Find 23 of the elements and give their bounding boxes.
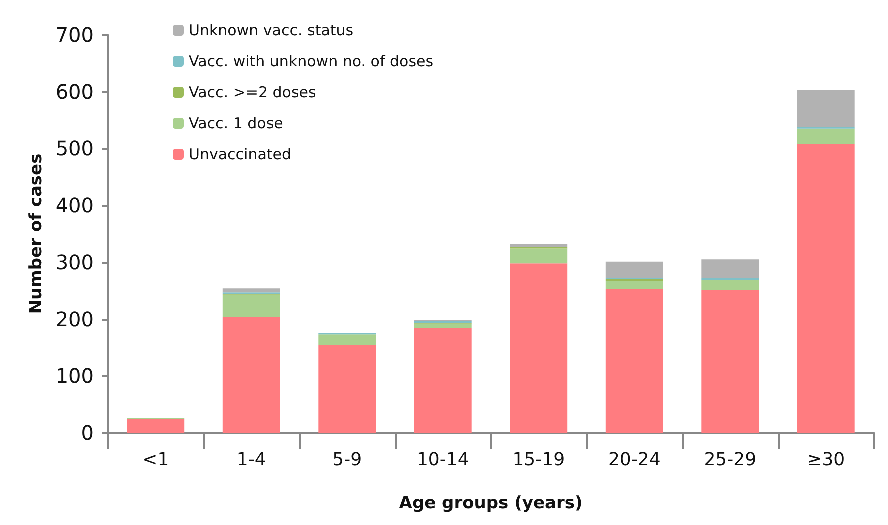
x-tick-label: 20-24 <box>608 450 661 470</box>
x-tick-label: ≥30 <box>807 450 846 470</box>
y-axis-title: Number of cases <box>26 154 46 314</box>
y-tick-label: 100 <box>56 364 94 388</box>
legend-label: Vacc. >=2 doses <box>189 84 317 102</box>
y-tick-label: 0 <box>81 421 94 445</box>
x-axis-title: Age groups (years) <box>399 494 583 514</box>
x-tick-label: 1-4 <box>236 450 266 470</box>
x-tick-label: 15-19 <box>512 450 566 470</box>
x-tick-label: 10-14 <box>416 450 470 470</box>
y-tick-label: 400 <box>56 194 94 218</box>
legend-label: Vacc. with unknown no. of doses <box>189 52 434 70</box>
y-tick-label: 200 <box>56 307 94 332</box>
legend-label: Unknown vacc. status <box>189 22 354 40</box>
y-tick-label: 700 <box>56 23 94 47</box>
x-tick-label: <1 <box>142 450 170 470</box>
y-tick-label: 500 <box>56 136 94 161</box>
legend-label: Vacc. 1 dose <box>189 114 284 132</box>
legend-label: Unvaccinated <box>189 146 292 164</box>
y-tick-label: 300 <box>56 250 94 274</box>
y-tick-label: 600 <box>56 80 94 104</box>
x-tick-label: 25-29 <box>704 450 757 470</box>
x-tick-label: 5-9 <box>332 450 362 470</box>
